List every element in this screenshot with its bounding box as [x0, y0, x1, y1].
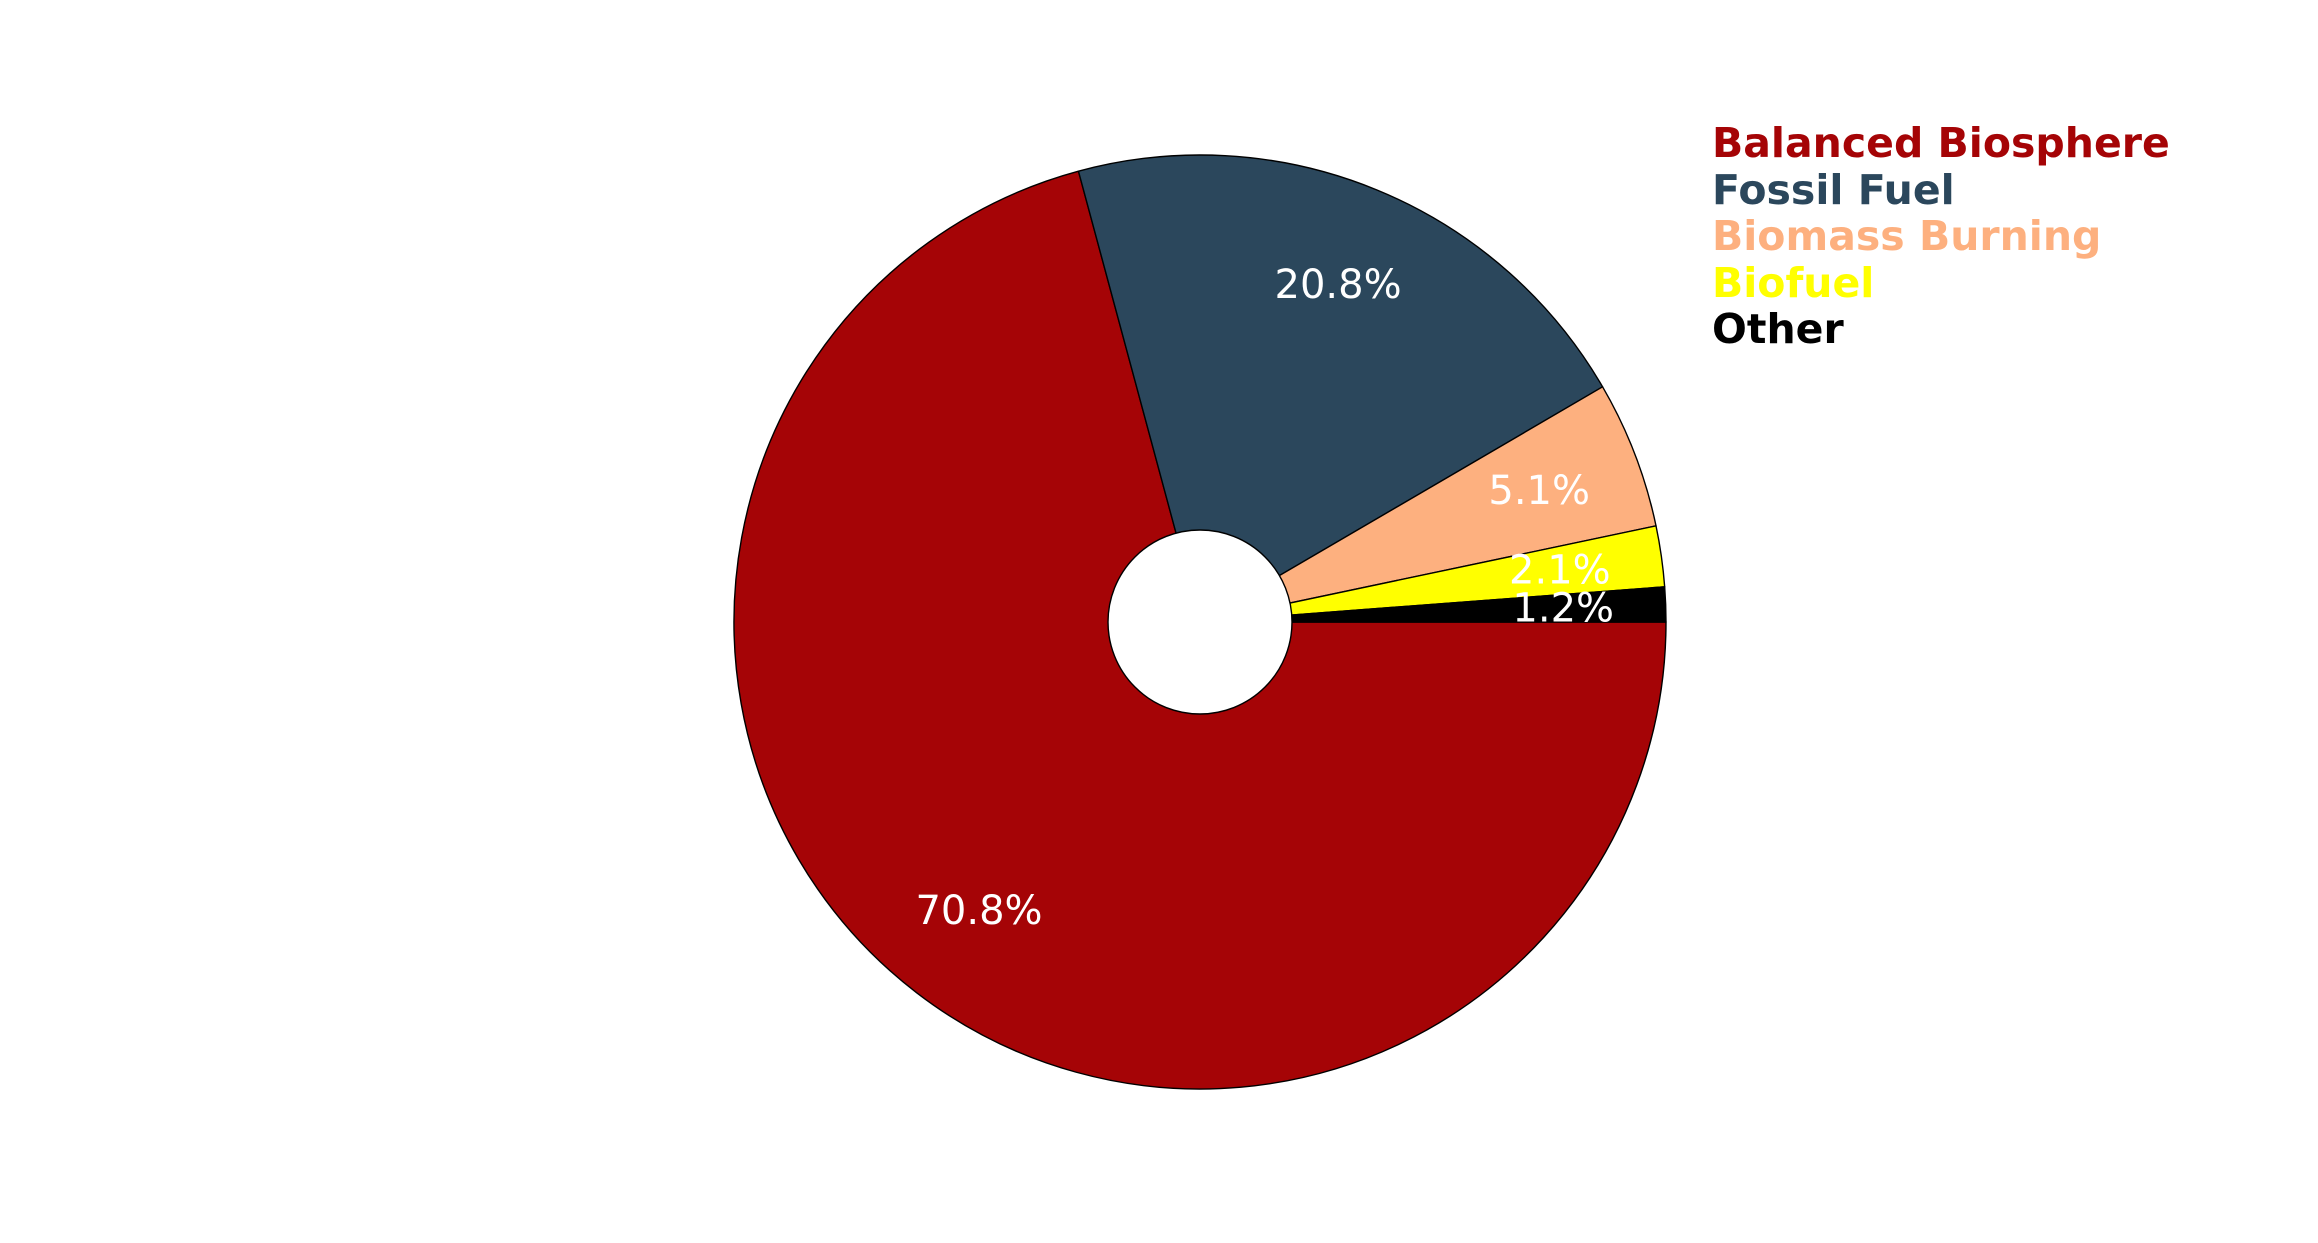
legend-item-biofuel: Biofuel — [1712, 258, 1875, 307]
slice-label-biofuel: 2.1% — [1509, 548, 1611, 594]
slice-fossil-fuel — [1077, 154, 1604, 623]
slice-label-fossil-fuel: 20.8% — [1275, 262, 1402, 308]
legend: Balanced Biosphere Fossil Fuel Biomass Bur… — [1712, 120, 2170, 353]
slice-biomass-burning — [1199, 386, 1657, 623]
slice-label-other: 1.2% — [1512, 585, 1614, 631]
slice-label-balanced-biosphere: 70.8% — [915, 888, 1042, 934]
donut-hole — [1107, 529, 1293, 715]
legend-item-biomass-burning: Biomass Burning — [1712, 212, 2102, 260]
legend-item-balanced-biosphere: Balanced Biosphere — [1712, 119, 2170, 167]
legend-item-other: Other — [1712, 305, 1844, 353]
slice-labels-group: 70.8% 20.8% 5.1% 2.1%1.2% — [915, 262, 1614, 934]
slice-label-biomass-burning: 5.1% — [1488, 468, 1590, 514]
slice-other — [1199, 586, 1667, 623]
legend-item-fossil-fuel: Fossil Fuel — [1712, 165, 1955, 214]
